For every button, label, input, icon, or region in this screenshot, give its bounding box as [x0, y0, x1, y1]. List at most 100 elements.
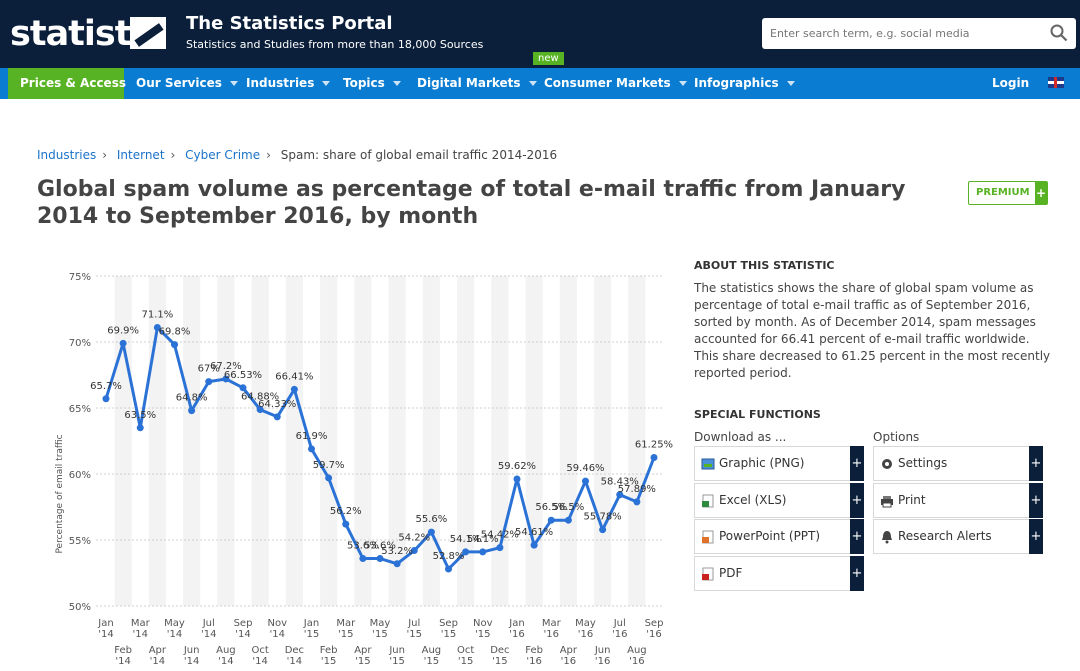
data-point — [479, 548, 487, 556]
x-tick-label-year: '14 — [252, 656, 267, 667]
x-tick-label-year: '16 — [629, 656, 644, 667]
data-point — [102, 395, 110, 403]
data-point — [188, 407, 196, 415]
uk-flag-icon[interactable] — [1048, 77, 1064, 88]
data-label: 53.6% — [364, 540, 396, 551]
data-label: 54.1% — [450, 534, 482, 545]
new-badge: new — [533, 52, 564, 65]
pdf-file-icon — [702, 567, 714, 581]
main-nav: Prices & Access Our Services Industries … — [0, 68, 1080, 99]
x-tick-label: Jan — [508, 618, 524, 629]
nav-industries[interactable]: Industries — [246, 68, 331, 99]
x-tick-label: Mar — [542, 618, 562, 629]
download-xls-button[interactable]: Excel (XLS) + — [694, 483, 864, 518]
y-axis-label: Percentage of email traffic — [55, 434, 65, 553]
data-point — [119, 339, 127, 347]
data-point — [239, 384, 247, 392]
download-pdf-button[interactable]: PDF + — [694, 556, 864, 591]
breadcrumb: Industries › Internet › Cyber Crime › Spam:… — [37, 148, 557, 162]
data-point — [393, 560, 401, 568]
x-tick-label: May — [370, 618, 391, 629]
data-point — [308, 445, 315, 453]
x-tick-label: Aug — [422, 645, 442, 656]
plus-icon: + — [850, 483, 864, 518]
nav-topics[interactable]: Topics — [343, 68, 401, 99]
column-stripe — [628, 276, 646, 606]
special-functions-heading: SPECIAL FUNCTIONS — [694, 408, 821, 421]
about-text: The statistics shows the share of global… — [694, 281, 1051, 380]
nav-infographics[interactable]: Infographics — [694, 68, 795, 99]
x-tick-label: Apr — [149, 645, 167, 656]
image-icon — [701, 458, 715, 470]
x-tick-label: Aug — [627, 645, 647, 656]
search-box — [762, 18, 1076, 49]
data-label: 54.61% — [515, 527, 553, 538]
nav-industries-label: Industries — [246, 76, 315, 90]
nav-prices-access[interactable]: Prices & Access — [8, 68, 126, 99]
data-label: 53.2% — [381, 546, 413, 557]
search-icon[interactable] — [1050, 24, 1068, 42]
research-alerts-button[interactable]: Research Alerts + — [873, 519, 1043, 554]
x-tick-label: Sep — [439, 618, 458, 629]
chevron-down-icon — [678, 81, 687, 86]
breadcrumb-internet[interactable]: Internet — [116, 148, 165, 162]
breadcrumb-current: Spam: share of global email traffic 2014… — [280, 148, 558, 162]
data-point — [547, 516, 555, 524]
plus-icon: + — [850, 446, 864, 481]
nav-digital-label: Digital Markets — [417, 76, 521, 90]
data-label: 57.89% — [618, 484, 656, 495]
x-tick-label: Mar — [336, 618, 356, 629]
x-tick-label-year: '15 — [407, 629, 422, 640]
print-button[interactable]: Print + — [873, 483, 1043, 518]
nav-consumer-markets[interactable]: Consumer Markets — [544, 68, 687, 99]
data-label: 56.2% — [330, 506, 362, 517]
download-png-button[interactable]: Graphic (PNG) + — [694, 446, 864, 481]
printer-icon — [881, 496, 893, 508]
nav-services-label: Our Services — [136, 76, 222, 90]
gear-icon — [882, 459, 892, 469]
research-alerts-label: Research Alerts — [898, 529, 992, 543]
nav-login[interactable]: Login — [992, 68, 1029, 99]
download-ppt-label: PowerPoint (PPT) — [719, 529, 821, 543]
breadcrumb-industries[interactable]: Industries — [37, 148, 97, 162]
x-tick-label: Apr — [354, 645, 372, 656]
breadcrumb-cyber-crime[interactable]: Cyber Crime — [185, 148, 261, 162]
breadcrumb-separator: › — [266, 148, 271, 162]
bell-icon — [882, 531, 892, 544]
data-point — [496, 544, 504, 552]
column-stripe — [320, 276, 338, 606]
settings-button[interactable]: Settings + — [873, 446, 1043, 481]
premium-label: PREMIUM — [976, 187, 1030, 198]
x-tick-label-year: '16 — [646, 629, 661, 640]
x-tick-label: Dec — [285, 645, 304, 656]
x-tick-label-year: '14 — [201, 629, 216, 640]
data-label: 66.41% — [275, 371, 313, 382]
statista-logo-mark-icon[interactable] — [130, 17, 166, 49]
y-tick-label: 60% — [69, 470, 91, 481]
download-heading: Download as ... — [694, 430, 787, 444]
x-tick-label-year: '14 — [270, 629, 285, 640]
search-input[interactable] — [762, 18, 1042, 49]
data-point — [462, 548, 470, 556]
data-point — [273, 413, 281, 421]
settings-label: Settings — [898, 456, 948, 470]
data-point — [171, 341, 178, 349]
data-point — [153, 323, 161, 331]
x-tick-label: May — [164, 618, 185, 629]
x-tick-label-year: '15 — [441, 629, 456, 640]
nav-digital-markets[interactable]: Digital Markets — [417, 68, 537, 99]
premium-badge[interactable]: PREMIUM + — [968, 181, 1048, 205]
chevron-down-icon — [786, 81, 795, 86]
x-tick-label-year: '16 — [509, 629, 524, 640]
x-tick-label: Jun — [183, 645, 200, 656]
x-tick-label: Mar — [131, 618, 151, 629]
nav-our-services[interactable]: Our Services — [136, 68, 238, 99]
download-ppt-button[interactable]: PowerPoint (PPT) + — [694, 519, 864, 554]
data-label: 54.1% — [467, 534, 499, 545]
x-tick-label: Feb — [320, 645, 338, 656]
x-tick-label: Oct — [457, 645, 474, 656]
nav-infographics-label: Infographics — [694, 76, 779, 90]
x-tick-label-year: '14 — [218, 656, 233, 667]
data-point — [530, 541, 538, 549]
breadcrumb-separator: › — [102, 148, 108, 162]
